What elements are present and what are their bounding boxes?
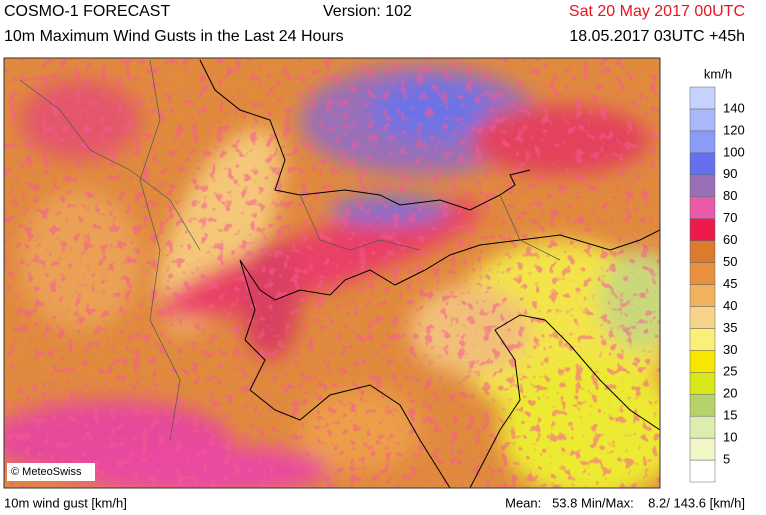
map: © MeteoSwiss <box>4 58 660 488</box>
legend-swatch <box>689 437 716 461</box>
legend-swatch <box>689 86 716 110</box>
legend-swatch <box>689 415 716 439</box>
legend-unit: km/h <box>704 66 732 81</box>
credit: © MeteoSwiss <box>11 466 82 478</box>
legend-swatch <box>689 240 716 263</box>
legend-swatch <box>689 393 716 417</box>
legend-label: 70 <box>723 210 737 225</box>
borders <box>199 59 660 488</box>
legend-label: 60 <box>723 232 737 247</box>
legend-swatch <box>689 350 716 373</box>
legend-label: 140 <box>723 100 745 115</box>
legend-label: 100 <box>723 144 745 159</box>
legend-label: 45 <box>723 276 737 291</box>
gust-noise <box>4 58 660 488</box>
regions <box>19 59 561 441</box>
legend-swatch <box>689 218 716 241</box>
run-time: 18.05.2017 03UTC +45h <box>569 28 745 45</box>
legend-label: 40 <box>723 298 737 313</box>
legend-swatch <box>689 130 716 154</box>
legend-swatch <box>689 459 716 483</box>
legend-label: 90 <box>723 166 737 181</box>
legend-label: 15 <box>723 408 737 423</box>
legend-label: 80 <box>723 188 737 203</box>
legend-label: 25 <box>723 364 737 379</box>
version: Version: 102 <box>323 3 412 20</box>
footer-stats: Mean: 53.8 Min/Max: 8.2/ 143.6 [km/h] <box>505 495 745 510</box>
legend-swatch <box>689 174 716 197</box>
credit-box <box>7 463 95 481</box>
legend-swatch <box>689 306 716 329</box>
legend-label: 35 <box>723 320 737 335</box>
legend-swatch <box>689 196 716 219</box>
legend-label: 50 <box>723 254 737 269</box>
model-title: COSMO-1 FORECAST <box>4 3 170 20</box>
legend-swatch <box>689 152 716 176</box>
legend-swatch <box>689 372 716 395</box>
legend: 5 10 15 20 25 30 35 40 45 50 60 70 80 90 100 120 140 <box>689 86 745 483</box>
legend-label: 120 <box>723 122 745 137</box>
legend-swatch <box>689 108 716 132</box>
legend-label: 5 <box>723 451 730 466</box>
legend-swatch <box>689 284 716 307</box>
map-frame <box>3 57 661 489</box>
legend-label: 20 <box>723 386 737 401</box>
legend-label: 10 <box>723 430 737 445</box>
footer-label: 10m wind gust [km/h] <box>4 495 127 510</box>
valid-time: Sat 20 May 2017 00UTC <box>569 3 745 20</box>
legend-label: 30 <box>723 342 737 357</box>
legend-swatch <box>689 262 716 285</box>
legend-swatch <box>689 328 716 351</box>
product-title: 10m Maximum Wind Gusts in the Last 24 Ho… <box>4 28 344 45</box>
